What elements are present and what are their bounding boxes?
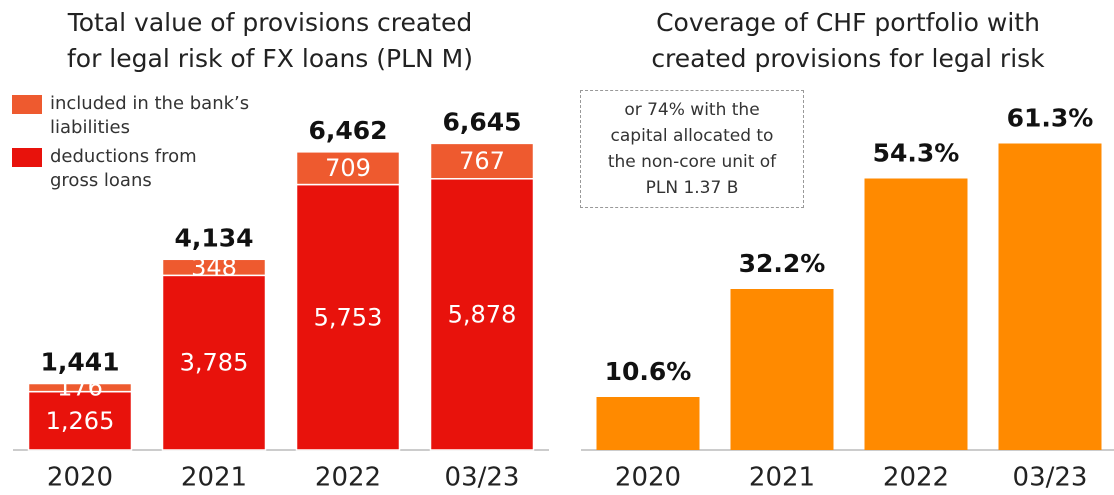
bar-segment bbox=[429, 178, 535, 451]
value-label: 767 bbox=[459, 147, 505, 175]
bar bbox=[596, 397, 700, 450]
x-tick-label: 2022 bbox=[883, 463, 949, 493]
value-label: 709 bbox=[325, 154, 371, 182]
value-label: 61.3% bbox=[1007, 104, 1094, 133]
x-tick-label: 2020 bbox=[615, 463, 681, 493]
value-label: 5,753 bbox=[314, 303, 383, 331]
annotation: or 74% with the capital allocated to the… bbox=[580, 90, 804, 208]
x-tick-label: 03/23 bbox=[1013, 463, 1088, 493]
bar-segment bbox=[161, 274, 267, 451]
legend-swatch bbox=[12, 148, 42, 167]
value-label: 1,265 bbox=[46, 407, 115, 435]
value-label: 32.2% bbox=[739, 249, 826, 278]
total-label: 6,462 bbox=[308, 116, 387, 145]
bar bbox=[730, 289, 834, 450]
legend-label: included in the bank’s liabilities bbox=[50, 93, 250, 138]
bar bbox=[998, 143, 1102, 450]
bar-segment bbox=[295, 151, 401, 186]
bar-segment bbox=[27, 390, 133, 451]
total-label: 6,645 bbox=[442, 107, 521, 136]
chart-title: Total value of provisions created bbox=[67, 8, 473, 37]
legend-swatch bbox=[12, 95, 42, 114]
value-label: 348 bbox=[191, 253, 237, 281]
bar-segment bbox=[161, 258, 267, 277]
value-label: 3,785 bbox=[180, 349, 249, 377]
value-label: 10.6% bbox=[605, 357, 692, 386]
chart-title: created provisions for legal risk bbox=[651, 44, 1045, 73]
x-tick-label: 2021 bbox=[749, 463, 815, 493]
chart-title: Coverage of CHF portfolio with bbox=[656, 8, 1040, 37]
bar-segment bbox=[295, 183, 401, 451]
total-label: 1,441 bbox=[40, 348, 119, 377]
total-label: 4,134 bbox=[174, 223, 253, 252]
value-label: 176 bbox=[57, 374, 103, 402]
value-label: 54.3% bbox=[873, 139, 960, 168]
value-label: 5,878 bbox=[448, 300, 517, 328]
legend-label: deductions from gross loans bbox=[50, 146, 197, 191]
chart-title: for legal risk of FX loans (PLN M) bbox=[67, 44, 473, 73]
bar-segment bbox=[429, 142, 535, 180]
x-tick-label: 2021 bbox=[181, 463, 247, 493]
bar bbox=[864, 178, 968, 450]
x-tick-label: 2022 bbox=[315, 463, 381, 493]
x-tick-label: 03/23 bbox=[445, 463, 520, 493]
x-tick-label: 2020 bbox=[47, 463, 113, 493]
bar-segment bbox=[27, 382, 133, 393]
